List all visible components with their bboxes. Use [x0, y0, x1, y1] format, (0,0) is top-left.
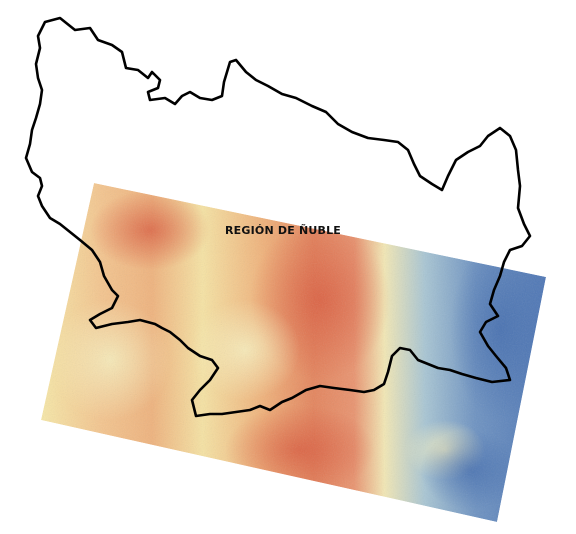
- region-boundary: [24, 16, 532, 418]
- region-label: REGIÓN DE ÑUBLE: [225, 224, 341, 237]
- raster-scene: [41, 183, 546, 522]
